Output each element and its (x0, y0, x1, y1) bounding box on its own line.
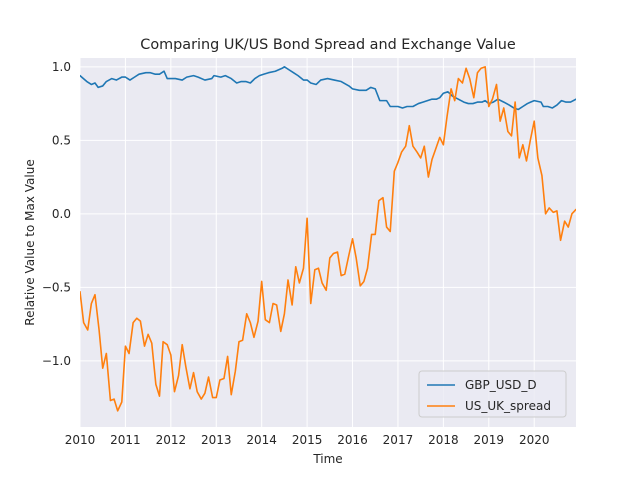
plot-area (80, 58, 576, 427)
x-tick-label: 2010 (65, 433, 96, 447)
x-tick-label: 2011 (110, 433, 141, 447)
x-tick-label: 2019 (474, 433, 505, 447)
x-axis-label: Time (312, 452, 342, 466)
y-tick-label: 0.5 (52, 133, 71, 147)
series-lines (80, 66, 576, 412)
series-line-GBP_USD_D (80, 66, 576, 111)
x-tick-label: 2013 (201, 433, 232, 447)
y-tick-label: −1.0 (42, 354, 71, 368)
legend-label: GBP_USD_D (465, 378, 537, 392)
x-tick-label: 2017 (383, 433, 414, 447)
y-tick-label: 1.0 (52, 60, 71, 74)
series-line-US_UK_spread (80, 66, 576, 412)
x-tick-label: 2016 (337, 433, 368, 447)
x-tick-label: 2018 (428, 433, 459, 447)
x-tick-label: 2014 (246, 433, 277, 447)
tick-labels: 2010 2011 2012 2013 2014 2015 2016 2017 2018 2019… (42, 60, 550, 447)
x-tick-label: 2020 (519, 433, 550, 447)
y-tick-label: −0.5 (42, 280, 71, 294)
x-tick-label: 2015 (292, 433, 323, 447)
legend: GBP_USD_D US_UK_spread (418, 370, 567, 418)
y-tick-label: 0.0 (52, 207, 71, 221)
legend-box (418, 370, 567, 418)
x-tick-label: 2012 (156, 433, 187, 447)
y-axis-label: Relative Value to Max Value (23, 159, 37, 325)
legend-label: US_UK_spread (465, 399, 551, 413)
chart-title: Comparing UK/US Bond Spread and Exchange… (140, 37, 516, 53)
